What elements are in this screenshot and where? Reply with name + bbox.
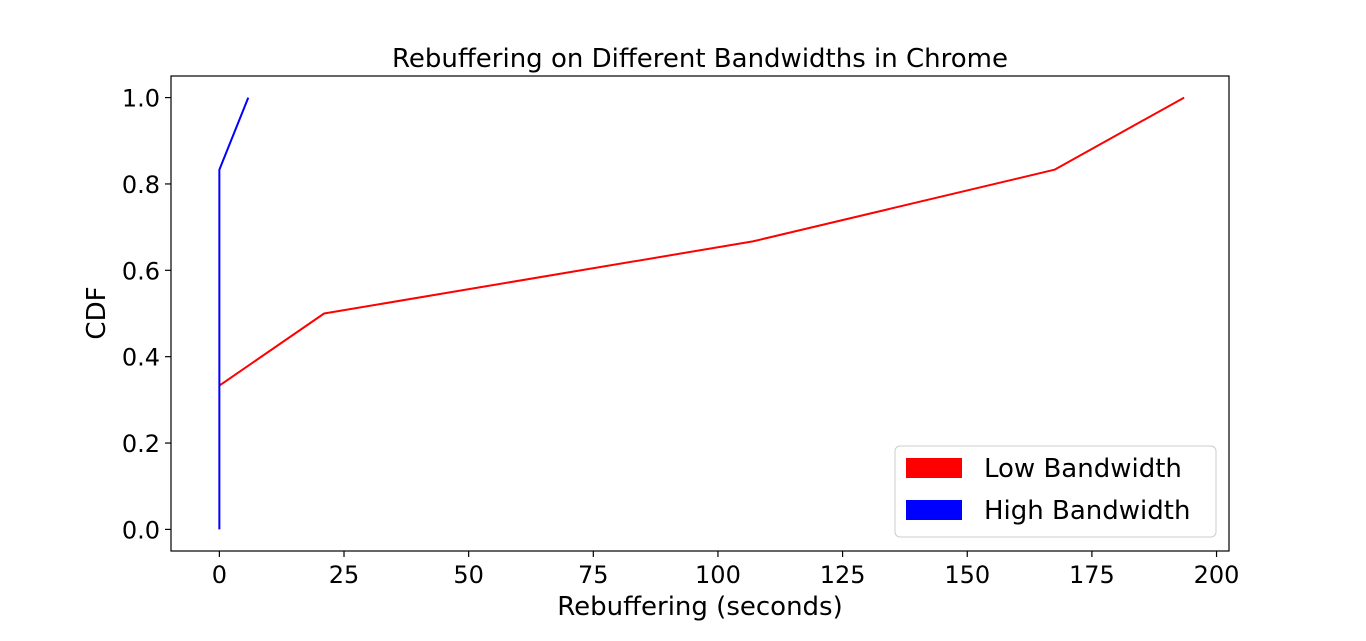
x-tick-label: 100 <box>695 561 741 589</box>
legend-label: Low Bandwidth <box>984 454 1182 484</box>
x-tick-label: 200 <box>1194 561 1240 589</box>
y-axis-label: CDF <box>82 286 112 339</box>
y-tick-label: 0.4 <box>122 344 160 372</box>
x-tick-label: 150 <box>944 561 990 589</box>
y-tick-label: 1.0 <box>122 85 160 113</box>
legend-swatch <box>906 458 962 478</box>
y-tick-label: 0.6 <box>122 257 160 285</box>
plot-frame <box>170 75 1230 552</box>
legend-box <box>894 445 1217 538</box>
y-axis: 0.0 0.2 0.4 0.6 0.8 1.0 <box>122 85 171 544</box>
x-tick-label: 0 <box>212 561 227 589</box>
legend-swatch <box>906 500 962 520</box>
y-tick-label: 0.2 <box>122 430 160 458</box>
legend-label: High Bandwidth <box>984 496 1190 526</box>
series-line-low-bandwidth <box>218 96 1185 387</box>
x-axis: 0 25 50 75 100 125 150 175 200 <box>212 551 1240 589</box>
x-tick-label: 50 <box>453 561 484 589</box>
series-line-high-bandwidth <box>218 97 250 530</box>
y-tick-label: 0.8 <box>122 171 160 199</box>
plot-lines <box>218 96 1185 530</box>
y-tick-label: 0.0 <box>122 516 160 544</box>
x-tick-label: 75 <box>578 561 609 589</box>
x-tick-label: 125 <box>820 561 866 589</box>
x-tick-label: 175 <box>1069 561 1115 589</box>
legend: Low Bandwidth High Bandwidth <box>894 445 1217 538</box>
x-axis-label: Rebuffering (seconds) <box>557 592 843 622</box>
chart-title: Rebuffering on Different Bandwidths in C… <box>392 44 1008 74</box>
x-tick-label: 25 <box>329 561 360 589</box>
